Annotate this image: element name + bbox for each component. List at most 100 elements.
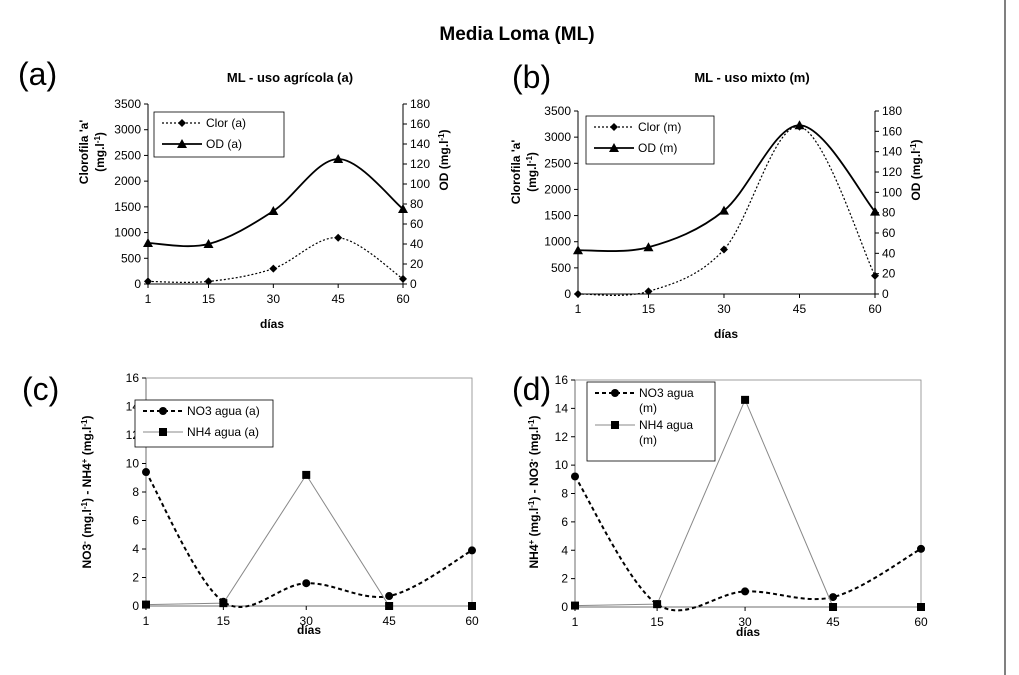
series-1-point [269,264,278,273]
series-2-point [718,205,729,215]
y-tick-label: 3500 [114,97,141,111]
series-line-2 [145,473,472,607]
y-tick-label: 2 [132,571,139,585]
series-line-1 [145,471,473,608]
y-tick-label: 0 [564,287,571,301]
legend-swatch-marker [178,119,186,127]
y-tick-label: 1000 [114,226,141,240]
series-1-point [574,290,582,298]
series-line-1 [574,475,922,612]
y-tick-label: 500 [121,251,141,265]
series-2-point [571,601,579,610]
y-tick-label: 1500 [114,200,141,214]
y-tick-label: 10 [555,458,569,472]
x-tick-label: 60 [396,292,410,306]
series-2-point [741,395,750,404]
y2-tick-label: 100 [882,185,902,199]
series-1-point [399,274,407,283]
series-1-point [719,245,728,254]
chart-panel-1: (a) ML - uso agrícola (a)1 15 30 45 600500100… [18,56,451,331]
y2-tick-label: 100 [410,177,430,191]
y-tick-label: 6 [132,514,139,528]
legend-box [153,111,285,158]
x-tick-label: 15 [650,615,664,629]
y-tick-label: 1000 [544,235,571,249]
y-tick-label: 2500 [114,148,141,162]
y-tick-label: 4 [561,543,568,557]
legend-entry-label: OD (a) [206,137,242,151]
y2-tick-label: 60 [410,217,424,231]
y2-tick-label: 180 [882,104,902,118]
series-2-point [203,239,214,248]
x-tick-label: 15 [202,292,216,306]
legend-swatch-marker [611,389,619,397]
legend-entry-label: Clor (a) [206,116,246,130]
series-2-point [643,242,654,252]
charts-layer: (a) ML - uso agrícola (a)1 15 30 45 600500100… [18,56,928,639]
y2-tick-label: 120 [882,165,902,179]
series-line-2 [147,158,404,248]
legend-entry-label: NO3 agua (a) [187,404,260,418]
legend-box [585,115,715,165]
legend-entry-label: OD (m) [638,141,677,155]
series-line-1 [147,237,404,283]
series-2-point [794,120,805,130]
series-2-point [302,470,311,479]
series-2-point [653,600,662,609]
y-tick-label: 2 [561,572,568,586]
legend-entry-label: (m) [639,401,657,415]
y-tick-label: 10 [126,457,140,471]
y2-axis-label: OD (mg.l-1) [437,129,452,190]
series-1-point [871,271,879,280]
y-axis-label-line: (mg.l-1) [93,132,108,172]
series-1-point [917,544,925,553]
x-tick-label: 1 [145,292,152,306]
series-1-point [468,546,476,555]
x-tick-label: 45 [331,292,345,306]
y-tick-label: 8 [132,485,139,499]
figure-title: Media Loma (ML) [439,24,594,45]
y-tick-label: 12 [555,430,569,444]
y-tick-label: 2000 [544,182,571,196]
y-tick-label: 3500 [544,104,571,118]
y-tick-label: 4 [132,542,139,556]
y-tick-label: 14 [555,401,569,415]
y-tick-label: 3000 [544,130,571,144]
x-tick-label: 45 [793,302,807,316]
y-tick-label: 8 [561,487,568,501]
x-axis-label: días [714,327,738,341]
y-axis-label-line: Clorofila 'a' [509,140,523,205]
legend-swatch-marker [159,428,167,436]
y-tick-label: 500 [551,261,571,275]
x-tick-label: 30 [717,302,731,316]
x-tick-label: 30 [738,615,752,629]
y2-tick-label: 40 [882,246,896,260]
series-line-2 [577,124,876,252]
x-axis-label: días [260,317,284,331]
y2-tick-label: 120 [410,157,430,171]
panel-letter: (d) [512,371,551,407]
legend-entry-label: NO3 agua [639,386,694,400]
y-tick-label: 0 [134,277,141,291]
x-axis-label: días [297,623,321,637]
y-tick-label: 6 [561,515,568,529]
y2-tick-label: 80 [882,206,896,220]
chart-panel-2: (b) ML - uso mixto (m)1 15 30 45 600500100015… [509,59,923,341]
series-1-point [334,233,343,242]
series-1-point [571,472,579,481]
legend-entry-label: NH4 agua [639,418,693,432]
series-2-point [468,602,476,610]
series-2-point [142,600,150,609]
y-tick-label: 3000 [114,123,141,137]
series-2-point [333,154,344,163]
legend-swatch-marker [177,139,187,148]
y2-tick-label: 40 [410,237,424,251]
series-1-point [644,287,653,296]
y-tick-label: 2500 [544,156,571,170]
x-axis-label: días [736,625,760,639]
chart-title: ML - uso agrícola (a) [227,70,353,85]
legend-box [586,381,716,462]
panel-letter: (b) [512,59,551,95]
y2-tick-label: 140 [882,145,902,159]
